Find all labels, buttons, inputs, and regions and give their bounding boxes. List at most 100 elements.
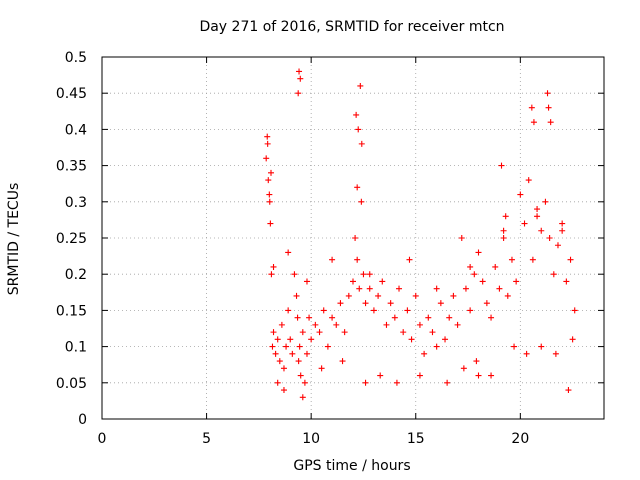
data-point <box>437 300 444 307</box>
data-point <box>362 379 369 386</box>
data-point <box>295 90 302 97</box>
data-point <box>285 307 292 314</box>
data-point <box>265 177 272 184</box>
data-point <box>475 372 482 379</box>
data-point <box>429 329 436 336</box>
data-point <box>352 235 359 241</box>
data-point <box>408 336 415 343</box>
data-point <box>264 133 271 140</box>
data-point <box>354 184 361 191</box>
data-point <box>400 329 407 336</box>
data-point <box>355 126 362 133</box>
data-point <box>479 278 486 285</box>
data-point <box>337 300 344 307</box>
data-point <box>404 307 411 314</box>
data-point <box>366 285 373 292</box>
data-point <box>263 155 270 162</box>
data-point <box>563 278 570 285</box>
data-point <box>264 140 271 147</box>
data-point <box>502 213 509 220</box>
y-tick-label: 0.05 <box>56 376 87 392</box>
data-point <box>299 394 306 401</box>
data-point <box>295 358 302 365</box>
y-tick-label: 0.25 <box>56 231 87 247</box>
data-point <box>547 119 554 126</box>
data-point <box>266 191 273 198</box>
data-point <box>544 90 551 97</box>
data-point <box>412 292 419 299</box>
chart-title: Day 271 of 2016, SRMTID for receiver mtc… <box>199 19 504 35</box>
data-point <box>406 256 413 263</box>
data-point <box>488 314 495 321</box>
data-point <box>462 285 469 292</box>
data-point <box>488 372 495 379</box>
data-point <box>565 387 572 394</box>
data-point <box>287 336 294 343</box>
data-point <box>513 278 520 285</box>
y-axis-title: SRMTID / TECUs <box>6 183 22 296</box>
data-point <box>442 336 449 343</box>
data-point <box>296 68 303 75</box>
data-point <box>278 321 285 328</box>
data-point <box>276 358 283 365</box>
data-point <box>312 321 319 328</box>
data-point <box>289 350 296 357</box>
data-point <box>545 104 552 111</box>
data-point <box>530 119 537 126</box>
data-point <box>433 343 440 350</box>
y-tick-label: 0 <box>78 412 87 428</box>
data-point <box>360 271 367 278</box>
data-point <box>396 285 403 292</box>
data-point <box>500 227 507 234</box>
data-point <box>498 162 505 169</box>
data-point <box>308 336 315 343</box>
data-point <box>500 235 507 241</box>
data-point <box>303 350 310 357</box>
data-point <box>293 292 300 299</box>
data-point <box>546 235 553 241</box>
data-point <box>538 343 545 350</box>
data-point <box>467 307 474 314</box>
data-point <box>377 372 384 379</box>
data-point <box>345 292 352 299</box>
data-point <box>387 300 394 307</box>
data-point <box>297 75 304 82</box>
data-point <box>353 111 360 118</box>
data-point <box>450 292 457 299</box>
data-point <box>528 104 535 111</box>
grid-layer <box>102 57 604 419</box>
data-points <box>263 68 578 401</box>
data-point <box>383 321 390 328</box>
data-point <box>525 177 532 184</box>
data-point <box>329 256 336 263</box>
x-tick-label: 0 <box>98 431 107 447</box>
data-point <box>475 249 482 256</box>
data-point <box>552 350 559 357</box>
data-point <box>425 314 432 321</box>
data-point <box>366 271 373 278</box>
data-point <box>320 307 327 314</box>
data-point <box>473 358 480 365</box>
data-point <box>294 314 301 321</box>
data-point <box>329 314 336 321</box>
y-tick-label: 0.35 <box>56 159 87 175</box>
data-point <box>511 343 518 350</box>
data-point <box>542 198 549 205</box>
y-tick-label: 0.15 <box>56 303 87 319</box>
data-point <box>354 256 361 263</box>
data-point <box>268 271 275 278</box>
data-point <box>550 271 557 278</box>
data-point <box>416 321 423 328</box>
data-point <box>416 372 423 379</box>
data-point <box>458 235 465 241</box>
data-point <box>272 350 279 357</box>
y-tick-label: 0.1 <box>65 340 87 356</box>
x-tick-label: 15 <box>407 431 425 447</box>
data-point <box>362 300 369 307</box>
data-point <box>274 379 281 386</box>
data-point <box>316 329 323 336</box>
data-point <box>534 213 541 220</box>
x-tick-label: 5 <box>202 431 211 447</box>
data-point <box>370 307 377 314</box>
